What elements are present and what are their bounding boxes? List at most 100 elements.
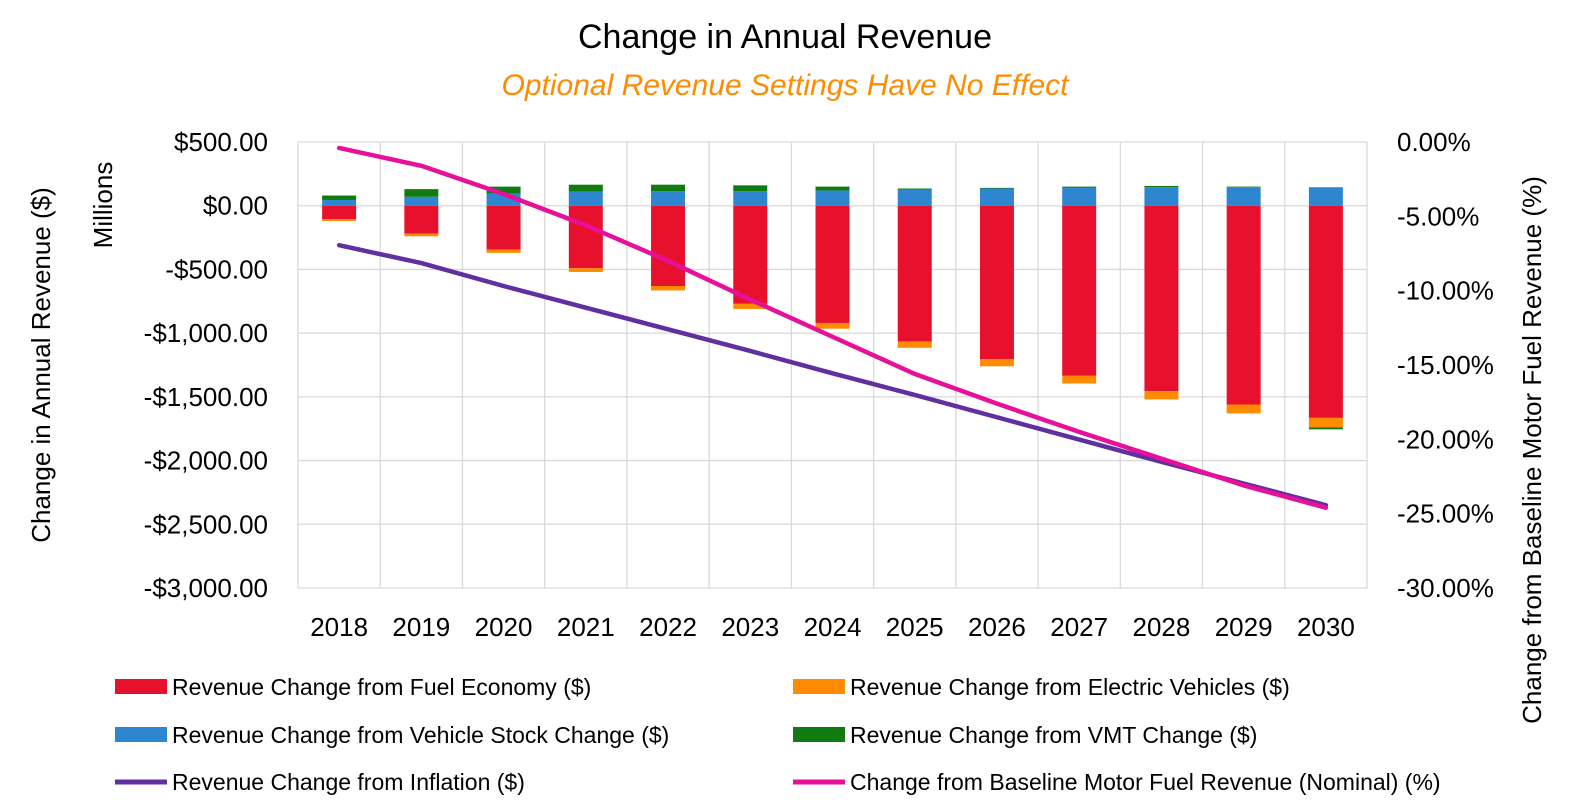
bar-1-2029 [1226,404,1261,414]
x-tick-label: 2018 [310,612,368,642]
bar-1-2028 [1144,391,1179,400]
bar-0-2022 [651,205,686,286]
legend-label: Revenue Change from Electric Vehicles ($… [850,674,1290,700]
bar-3-2025 [897,188,932,190]
x-tick-label: 2025 [886,612,944,642]
bar-2-2022 [651,191,686,206]
bar-3-2029 [1226,186,1261,188]
y-left-tick-label: $0.00 [203,191,268,221]
legend-label: Revenue Change from Fuel Economy ($) [172,674,591,700]
y-left-tick-label: $500.00 [174,127,268,157]
y-right-tick-label: 0.00% [1397,127,1471,157]
x-tick-label: 2027 [1050,612,1108,642]
line-series [336,145,1329,510]
y-axis-right-label: Change from Baseline Motor Fuel Revenue … [1517,176,1547,724]
axis-ticks: $500.00 $0.00 -$500.00 -$1,000.00 -$1,500.00… [144,127,1494,642]
bar-0-2021 [568,205,603,269]
bar-0-2027 [1062,205,1097,376]
x-tick-label: 2029 [1215,612,1273,642]
x-tick-label: 2020 [475,612,533,642]
y-left-tick-label: -$1,500.00 [144,382,268,412]
bar-3-2028 [1144,185,1179,188]
x-tick-label: 2023 [721,612,779,642]
line-series-1 [336,145,1329,510]
bar-0-2024 [815,205,850,323]
bar-3-2023 [733,185,768,192]
bar-1-2024 [815,322,850,329]
bar-1-2025 [897,341,932,348]
x-tick-label: 2028 [1133,612,1191,642]
legend-swatch [115,727,167,742]
legend-label: Revenue Change from Vehicle Stock Change… [172,722,669,748]
y-right-tick-label: -15.00% [1397,350,1494,380]
bar-2-2028 [1144,187,1179,206]
bar-2-2023 [733,191,768,206]
bar-2-2018 [322,199,357,206]
bar-2-2027 [1062,187,1097,206]
bar-0-2018 [322,205,357,220]
bar-3-2022 [651,184,686,192]
bar-2-2019 [404,196,439,206]
y-right-tick-label: -5.00% [1397,201,1479,231]
legend-swatch [115,679,167,694]
bar-2-2029 [1226,187,1261,206]
bar-3-2018 [322,195,357,200]
y-axis-left-units: Millions [88,162,118,249]
line-series-0 [336,242,1329,508]
bar-0-2019 [404,205,439,234]
bar-1-2026 [979,359,1014,367]
bar-3-2024 [815,186,850,191]
y-left-tick-label: -$500.00 [165,254,268,284]
legend-swatch [793,679,845,694]
bar-1-2022 [651,285,686,291]
bar-1-2018 [322,219,357,222]
bar-0-2026 [979,205,1014,360]
bar-1-2020 [486,249,521,253]
y-left-tick-label: -$2,000.00 [144,446,268,476]
gridlines [297,141,1368,589]
chart-title: Change in Annual Revenue [578,18,992,56]
bar-0-2020 [486,205,521,250]
bar-series [322,184,1343,430]
y-right-tick-label: -30.00% [1397,573,1494,603]
bar-2-2030 [1308,187,1343,206]
bar-0-2028 [1144,205,1179,392]
bar-1-2021 [568,268,603,272]
bar-2-2026 [979,188,1014,206]
bar-1-2027 [1062,375,1097,384]
bar-3-2021 [568,184,603,192]
chart-subtitle: Optional Revenue Settings Have No Effect [502,69,1071,102]
bar-1-2019 [404,233,439,237]
bar-3-2026 [979,187,1014,189]
bar-2-2025 [897,189,932,206]
y-right-tick-label: -10.00% [1397,276,1494,306]
y-right-tick-label: -25.00% [1397,499,1494,529]
bar-3-2019 [404,189,439,197]
y-axis-left-label: Change in Annual Revenue ($) [26,187,56,543]
bar-3-2020 [486,186,521,194]
legend-label: Revenue Change from VMT Change ($) [850,722,1257,748]
legend-swatch [793,727,845,742]
x-tick-label: 2026 [968,612,1026,642]
y-left-tick-label: -$2,500.00 [144,509,268,539]
legend-label: Change from Baseline Motor Fuel Revenue … [850,769,1441,795]
legend-label: Revenue Change from Inflation ($) [172,769,525,795]
bar-0-2030 [1308,205,1343,418]
x-tick-label: 2019 [392,612,450,642]
y-left-tick-label: -$1,000.00 [144,318,268,348]
bar-3-2030 [1308,427,1343,430]
x-tick-label: 2022 [639,612,697,642]
bar-2-2021 [568,191,603,206]
y-right-tick-label: -20.00% [1397,424,1494,454]
bar-1-2030 [1308,417,1343,428]
x-tick-label: 2030 [1297,612,1355,642]
bar-3-2027 [1062,186,1097,188]
bar-0-2029 [1226,205,1261,405]
bar-0-2023 [733,205,768,304]
bar-1-2023 [733,303,768,309]
legend: Revenue Change from Fuel Economy ($) Reve… [115,674,1441,795]
y-left-tick-label: -$3,000.00 [144,573,268,603]
bar-2-2024 [815,190,850,206]
bar-0-2025 [897,205,932,342]
